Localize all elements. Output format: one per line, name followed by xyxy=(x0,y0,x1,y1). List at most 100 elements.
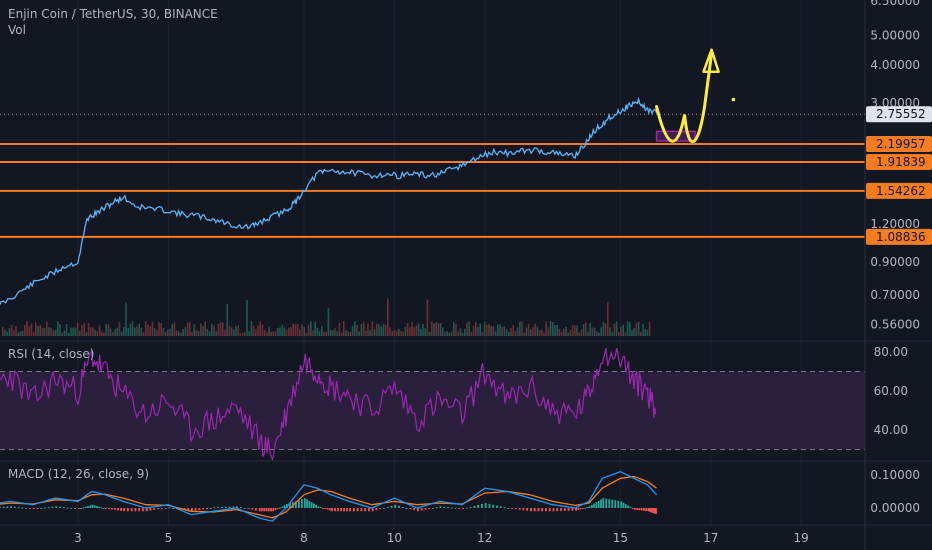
macd-histogram-bar xyxy=(44,507,46,509)
volume-bar xyxy=(615,321,618,336)
macd-histogram-bar xyxy=(477,504,480,508)
macd-histogram-bar xyxy=(552,508,555,512)
volume-bar xyxy=(576,325,578,336)
macd-histogram-bar xyxy=(198,508,201,510)
macd-label[interactable]: MACD (12, 26, close, 9) xyxy=(8,467,150,481)
macd-histogram-bar xyxy=(228,506,231,508)
volume-label[interactable]: Vol xyxy=(8,23,26,37)
volume-bar xyxy=(48,327,50,336)
macd-histogram-bar xyxy=(548,508,551,512)
volume-bar xyxy=(411,322,413,336)
macd-histogram-bar xyxy=(153,508,156,510)
macd-histogram-bar xyxy=(102,508,105,509)
time-tick-label: 12 xyxy=(477,531,492,545)
volume-bar xyxy=(215,331,217,336)
macd-histogram-bar xyxy=(649,508,651,512)
macd-histogram-bar xyxy=(267,508,270,512)
time-tick-label: 10 xyxy=(387,531,402,545)
volume-bar xyxy=(552,322,554,336)
volume-bar xyxy=(158,322,160,336)
macd-histogram-bar xyxy=(32,508,35,509)
macd-histogram-bar xyxy=(261,508,263,512)
macd-histogram-bar xyxy=(454,507,457,509)
volume-bar xyxy=(644,328,646,336)
volume-bar xyxy=(222,322,224,336)
macd-histogram-bar xyxy=(328,508,331,511)
volume-bar xyxy=(338,322,341,336)
volume-bar xyxy=(191,331,193,336)
volume-bar xyxy=(193,324,195,336)
volume-bar xyxy=(213,325,215,336)
macd-histogram-bar xyxy=(70,507,73,509)
volume-bar xyxy=(160,323,162,336)
volume-bar xyxy=(384,324,387,336)
volume-bar xyxy=(310,321,312,336)
volume-bar xyxy=(325,331,327,336)
volume-bar xyxy=(461,332,464,336)
macd-histogram-bar xyxy=(605,498,608,508)
last-price-tag-bg xyxy=(866,106,932,123)
volume-bar xyxy=(633,327,635,336)
volume-bar xyxy=(8,328,11,336)
volume-bar xyxy=(186,322,189,336)
macd-histogram-bar xyxy=(51,506,54,508)
volume-bar xyxy=(433,323,435,336)
macd-histogram-bar xyxy=(315,504,318,508)
macd-histogram-bar xyxy=(364,508,367,512)
volume-bar xyxy=(219,322,222,336)
rsi-label[interactable]: RSI (14, close) xyxy=(8,347,95,361)
volume-bar xyxy=(514,330,517,336)
volume-bar xyxy=(329,330,332,336)
volume-bar xyxy=(620,326,622,336)
volume-bar xyxy=(72,327,74,336)
volume-bar xyxy=(477,326,479,336)
volume-bar xyxy=(582,324,585,336)
volume-bar xyxy=(59,324,61,336)
volume-bar xyxy=(39,325,41,336)
volume-bar xyxy=(521,321,523,336)
macd-histogram-bar xyxy=(114,508,116,510)
horizontal-levels[interactable] xyxy=(0,142,865,238)
volume-bar xyxy=(299,329,301,336)
volume-bar xyxy=(217,323,220,336)
macd-histogram-bar xyxy=(439,506,442,508)
macd-histogram-bar xyxy=(258,508,261,512)
volume-bar xyxy=(94,330,96,336)
volume-bar xyxy=(351,326,354,336)
volume-bar xyxy=(505,329,508,336)
macd-histogram-bar xyxy=(217,507,220,509)
volume-bar xyxy=(109,328,112,336)
time-tick-label: 5 xyxy=(165,531,173,545)
volume-bar xyxy=(556,324,558,336)
time-axis[interactable]: 3 5 8 10 12 15 17 19 xyxy=(74,531,809,545)
macd-histogram-bar xyxy=(283,505,286,508)
volume-bar xyxy=(631,329,633,336)
level-price-tag: 1.54262 xyxy=(876,184,926,198)
macd-histogram-bar xyxy=(322,508,324,509)
symbol-title[interactable]: Enjin Coin / TetherUS, 30, BINANCE xyxy=(8,7,218,21)
volume-bar xyxy=(380,326,382,336)
macd-histogram-bar xyxy=(563,508,566,511)
volume-bar xyxy=(65,324,68,336)
macd-histogram-bar xyxy=(157,508,159,510)
macd-histogram-bar xyxy=(545,508,547,512)
volume-bar xyxy=(87,323,90,336)
price-tick-label: 0.70000 xyxy=(870,288,920,302)
volume-bar xyxy=(499,324,501,336)
volume-bar xyxy=(600,327,602,336)
macd-histogram-bar xyxy=(608,499,611,508)
volume-bar xyxy=(96,331,99,336)
macd-histogram-bar xyxy=(401,506,404,508)
volume-bar xyxy=(266,332,268,336)
macd-histogram-bar xyxy=(160,508,163,509)
volume-bar xyxy=(345,330,347,336)
volume-bar xyxy=(37,325,39,336)
volume-bar xyxy=(259,321,261,336)
volume-bar xyxy=(479,323,481,336)
price-axis[interactable]: 6.500005.000004.000003.000001.200000.900… xyxy=(866,0,932,515)
volume-bar xyxy=(336,331,338,336)
macd-histogram-bar xyxy=(617,500,620,508)
macd-histogram-bar xyxy=(518,508,521,510)
